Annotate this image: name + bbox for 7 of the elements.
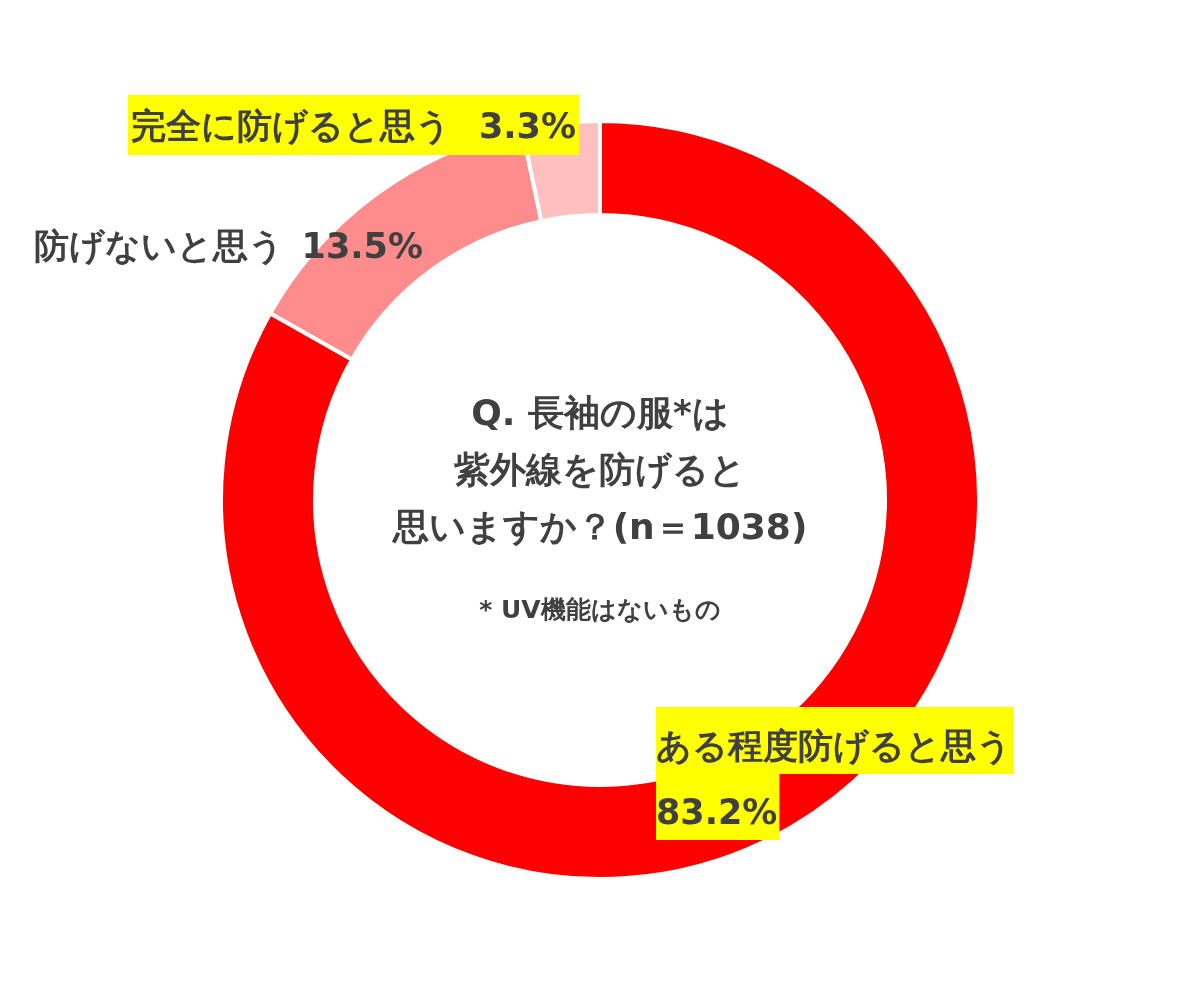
text: Q. 長袖の服*は紫外線を防げると思いますか？(n＝1038) [390, 392, 808, 547]
slice-label: 完全に防げると思う [130, 106, 451, 146]
text: * UV機能はないもの [479, 595, 721, 624]
data-label: 3.3% [478, 106, 576, 146]
data-label: 83.2% [656, 792, 778, 832]
slice-label: 防げないと思う [33, 226, 284, 266]
slice-label: ある程度防げると思う [656, 726, 1012, 766]
